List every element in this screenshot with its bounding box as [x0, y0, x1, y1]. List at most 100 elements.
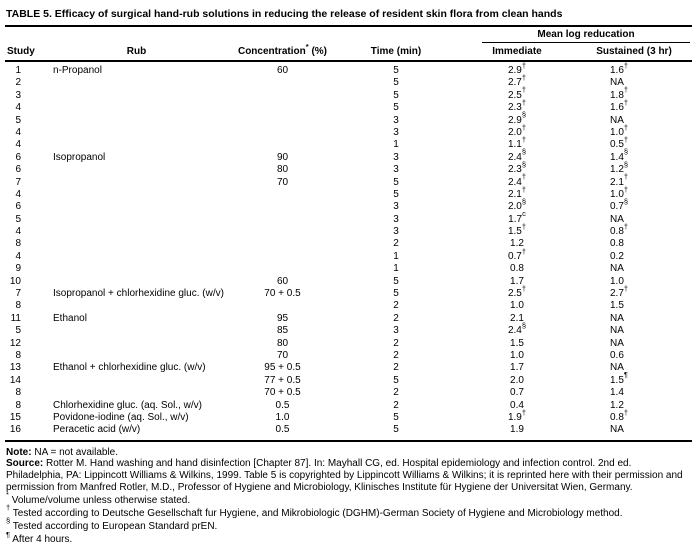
note-label: Note:	[6, 446, 32, 458]
header-rule	[5, 60, 692, 62]
source-text: Rotter M. Hand washing and hand disinfec…	[6, 458, 683, 493]
cell-rub: Povidone-iodine (aq. Sol., w/v)	[53, 411, 189, 423]
cell-immediate: 1.7	[510, 275, 524, 287]
table-body: 1 n-Propanol 60 5 2.9† 1.6† 2 5 2.7† NA 3 5 2.5† 1.8†…	[0, 61, 696, 440]
cell-study: 7	[15, 176, 21, 188]
cell-concentration: 60	[276, 275, 289, 287]
cell-time: 5	[393, 77, 399, 89]
cell-time: 2	[393, 312, 399, 324]
cell-time: 5	[393, 411, 399, 423]
cell-rub	[38, 300, 235, 312]
cell-sustained: 0.8†	[610, 407, 629, 423]
cell-sustained: 1.0	[610, 275, 624, 287]
cell-concentration	[235, 214, 330, 226]
cell-time: 3	[393, 126, 399, 138]
cell-rub: Isopropanol	[53, 151, 106, 163]
cell-sustained: 1.0†	[610, 184, 629, 200]
bottom-rule	[5, 439, 692, 442]
cell-sustained: 1.8†	[610, 85, 629, 101]
cell-rub	[38, 102, 235, 114]
cell-sustained: 0.8†	[610, 221, 629, 238]
cell-concentration: 70	[276, 349, 289, 361]
table-row: 6 Isopropanol 90 3 2.4§ 1.4§	[0, 148, 696, 164]
footnote-symbol: ¶	[6, 529, 11, 539]
cell-concentration: 80	[276, 337, 289, 349]
cell-rub	[38, 387, 235, 399]
cell-rub	[38, 375, 235, 387]
table-row: 6 3 2.0§ 0.7§	[0, 198, 696, 213]
cell-immediate: 1.9†	[507, 407, 527, 423]
table-row: 2 5 2.7† NA	[0, 74, 696, 89]
cell-sustained: 1.0†	[610, 122, 629, 138]
cell-rub	[38, 90, 235, 102]
table-row: 8 70 2 1.0 0.6	[0, 350, 696, 362]
table-row: 5 85 3 2.4§ NA	[0, 322, 696, 337]
note-text: NA = not available.	[31, 446, 119, 458]
cell-time: 3	[393, 201, 399, 213]
cell-rub	[38, 189, 235, 201]
cell-study: 11	[10, 312, 21, 324]
source-line: Source: Rotter M. Hand washing and hand …	[6, 458, 691, 493]
cell-concentration	[235, 300, 330, 312]
cell-rub: Isopropanol + chlorhexidine gluc. (w/v)	[53, 288, 224, 300]
cell-study: 6	[15, 151, 21, 163]
table-row: 3 5 2.5† 1.8†	[0, 85, 696, 102]
cell-sustained: 0.2	[610, 250, 624, 262]
cell-sustained: NA	[610, 325, 624, 337]
cell-concentration: 70	[276, 176, 289, 188]
cell-study: 10	[9, 275, 21, 287]
cell-immediate: 1.1†	[507, 135, 527, 151]
cell-immediate: 1.7	[510, 362, 524, 374]
table-row: 6 80 3 2.3§ 1.2§	[0, 161, 696, 176]
cell-study: 4	[15, 226, 21, 238]
cell-concentration: 0.5	[275, 399, 290, 411]
table-row: 14 77 + 0.5 5 2.0 1.5¶	[0, 371, 696, 387]
cell-time: 1	[393, 250, 399, 262]
cell-rub	[38, 164, 235, 176]
cell-concentration	[235, 238, 330, 250]
footnote-symbol: *	[6, 490, 9, 500]
cell-immediate: 2.0†	[507, 122, 527, 138]
cell-study: 4	[15, 126, 21, 138]
cell-study: 5	[15, 325, 21, 337]
cell-immediate: 2.9§	[507, 110, 527, 126]
cell-concentration: 70 + 0.5	[264, 387, 301, 399]
table-row: 1 n-Propanol 60 5 2.9† 1.6†	[0, 61, 696, 77]
cell-study: 4	[15, 188, 21, 200]
cell-concentration: 60	[276, 65, 289, 76]
cell-concentration	[235, 139, 330, 151]
cell-immediate: 2.4†	[507, 172, 527, 188]
cell-study: 8	[15, 300, 21, 312]
table-row: 8 2 1.0 1.5	[0, 300, 696, 312]
cell-sustained: NA	[610, 77, 624, 89]
cell-time: 2	[393, 399, 399, 411]
cell-time: 5	[393, 176, 399, 188]
cell-time: 5	[393, 424, 399, 436]
table-row: 10 60 5 1.7 1.0	[0, 276, 696, 288]
cell-study: 1	[15, 65, 21, 76]
cell-study: 4	[15, 102, 21, 114]
cell-rub	[38, 338, 235, 350]
cell-sustained: NA	[610, 337, 624, 349]
cell-study: 3	[15, 89, 21, 101]
cell-immediate: 2.0	[510, 374, 524, 386]
cell-time: 2	[393, 300, 399, 312]
cell-time: 2	[393, 349, 399, 361]
table-row: 5 3 2.9§ NA	[0, 110, 696, 127]
cell-concentration: 70 + 0.5	[264, 288, 301, 300]
cell-immediate: 1.7c	[508, 209, 526, 225]
cell-immediate: 0.7†	[507, 246, 527, 262]
table-row: 8 Chlorhexidine gluc. (aq. Sol., w/v) 0.5 2…	[0, 400, 696, 412]
cell-time: 2	[393, 337, 399, 349]
cell-rub	[38, 238, 235, 250]
cell-study: 4	[15, 139, 21, 151]
cell-concentration	[235, 102, 330, 114]
cell-immediate: 0.8	[510, 263, 524, 275]
table-row: 15 Povidone-iodine (aq. Sol., w/v) 1.0 5 1.9…	[0, 407, 696, 424]
cell-concentration: 95 + 0.5	[264, 362, 301, 374]
cell-concentration: 85	[276, 325, 289, 337]
cell-time: 1	[393, 263, 399, 275]
table-row: 4 1 1.1† 0.5†	[0, 135, 696, 151]
table-row: 4 1 0.7† 0.2	[0, 246, 696, 263]
concentration-unit: (%)	[308, 46, 328, 57]
